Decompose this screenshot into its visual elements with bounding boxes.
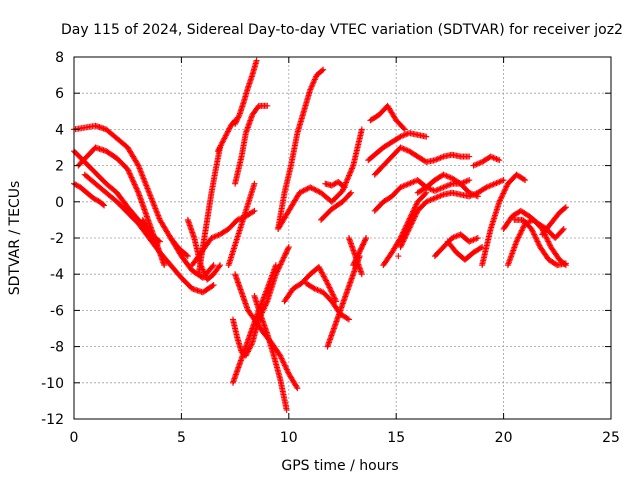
series-track bbox=[371, 144, 473, 178]
series-track bbox=[470, 153, 503, 169]
series-track bbox=[302, 280, 352, 323]
series-track bbox=[367, 102, 408, 133]
series-track bbox=[281, 263, 340, 305]
series-track bbox=[365, 130, 430, 164]
series-track bbox=[414, 171, 481, 200]
series-track bbox=[275, 66, 327, 232]
series-track bbox=[232, 102, 271, 187]
series-track bbox=[232, 57, 260, 127]
series-track bbox=[214, 117, 239, 155]
series-track bbox=[167, 235, 191, 260]
series-track bbox=[232, 271, 301, 392]
series-track bbox=[71, 180, 108, 209]
series-track bbox=[350, 235, 370, 269]
series-track bbox=[139, 216, 161, 251]
series-track bbox=[324, 253, 363, 350]
series-track bbox=[225, 180, 258, 269]
series-track bbox=[397, 177, 507, 251]
series-track bbox=[229, 262, 279, 386]
series-track bbox=[322, 178, 348, 191]
series-track bbox=[195, 144, 224, 278]
series-track bbox=[444, 238, 486, 263]
series-track bbox=[380, 189, 430, 269]
series-track bbox=[318, 189, 355, 223]
series-track bbox=[479, 171, 529, 269]
data-points bbox=[71, 57, 569, 413]
series-track bbox=[81, 171, 217, 296]
series-track bbox=[511, 216, 569, 269]
